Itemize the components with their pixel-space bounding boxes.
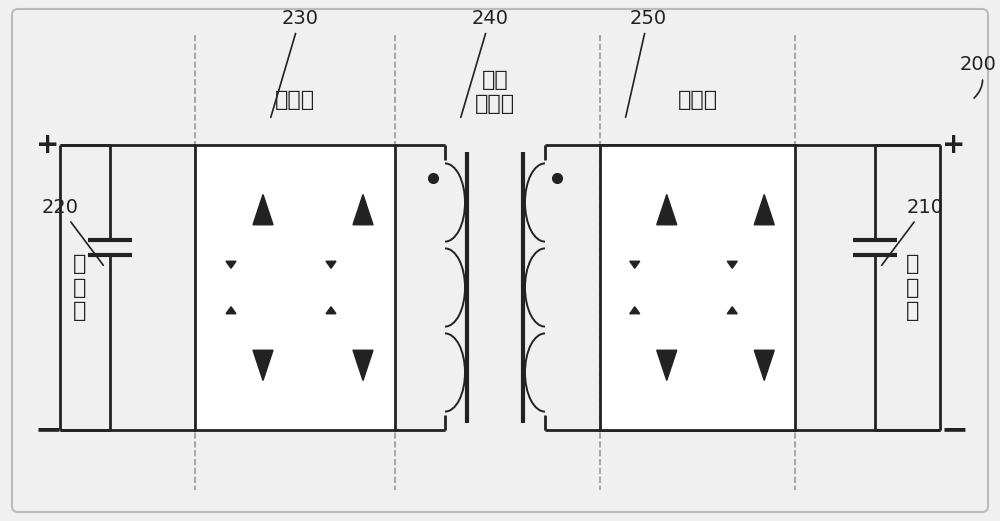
Polygon shape bbox=[253, 350, 273, 380]
Polygon shape bbox=[226, 261, 236, 268]
Polygon shape bbox=[326, 261, 336, 268]
Polygon shape bbox=[630, 307, 640, 314]
Polygon shape bbox=[754, 350, 774, 380]
Text: +: + bbox=[942, 131, 966, 159]
Text: 整流器: 整流器 bbox=[677, 90, 718, 110]
Text: 200: 200 bbox=[960, 56, 997, 98]
Text: 中频
变压器: 中频 变压器 bbox=[475, 70, 515, 115]
Text: −: − bbox=[34, 414, 62, 446]
Polygon shape bbox=[253, 194, 273, 225]
FancyBboxPatch shape bbox=[12, 9, 988, 512]
Text: 250: 250 bbox=[626, 9, 667, 117]
Text: +: + bbox=[36, 131, 60, 159]
Text: 230: 230 bbox=[271, 9, 318, 117]
Polygon shape bbox=[630, 261, 640, 268]
Text: 直
流
侧: 直 流 侧 bbox=[906, 254, 920, 321]
Text: −: − bbox=[940, 414, 968, 446]
Text: 240: 240 bbox=[461, 9, 509, 117]
Polygon shape bbox=[353, 350, 373, 380]
Polygon shape bbox=[326, 307, 336, 314]
Polygon shape bbox=[727, 261, 737, 268]
Polygon shape bbox=[657, 194, 677, 225]
Text: 210: 210 bbox=[882, 198, 944, 265]
Polygon shape bbox=[657, 350, 677, 380]
Polygon shape bbox=[727, 307, 737, 314]
Polygon shape bbox=[353, 194, 373, 225]
Polygon shape bbox=[754, 194, 774, 225]
Text: 直
流
侧: 直 流 侧 bbox=[73, 254, 87, 321]
Text: 220: 220 bbox=[42, 198, 103, 265]
Bar bbox=[600, 145, 795, 430]
Bar bbox=[195, 145, 395, 430]
Polygon shape bbox=[226, 307, 236, 314]
Text: 逆变器: 逆变器 bbox=[275, 90, 315, 110]
